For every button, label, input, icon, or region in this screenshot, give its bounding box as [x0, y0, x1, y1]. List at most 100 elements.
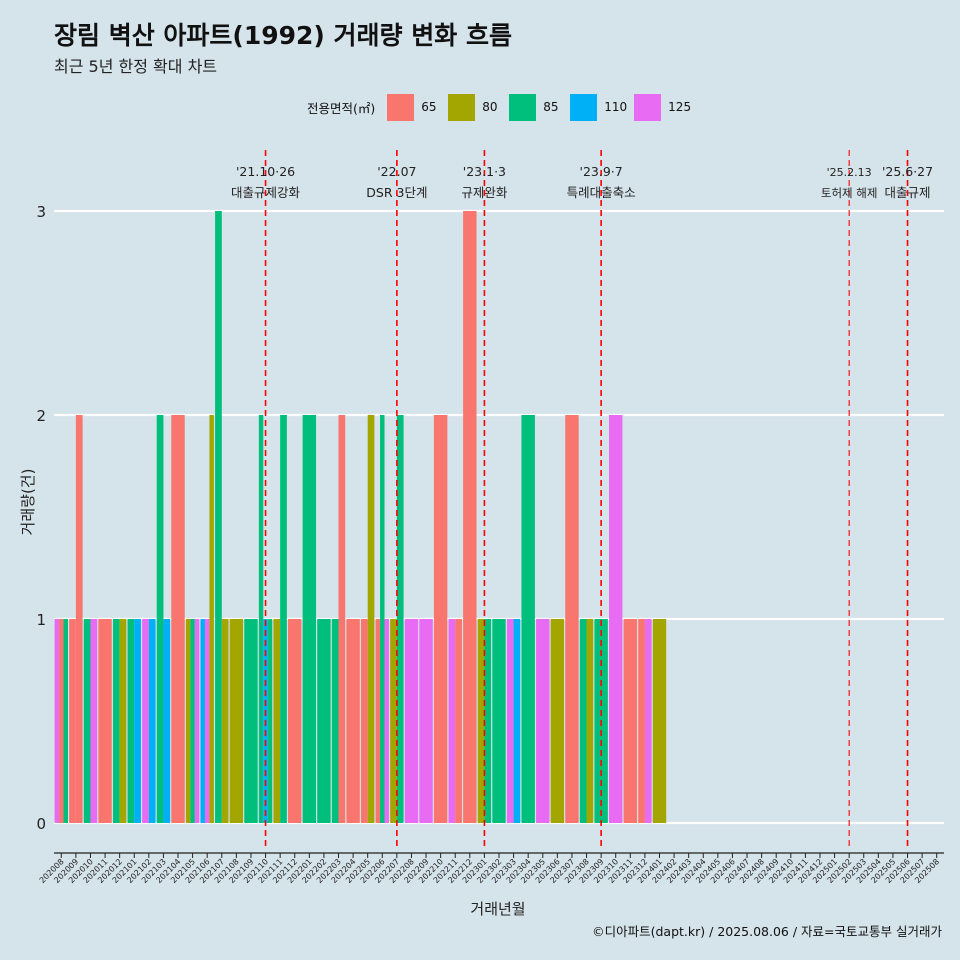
bar-202208-125	[404, 619, 419, 823]
bar-202101-110	[134, 619, 141, 823]
event-annotations: '21.10·26 대출규제강화 '22.07 DSR 3단계 '23.1·3 규제완화 '…	[231, 164, 933, 200]
bar-group	[54, 211, 667, 823]
event-date-label: '25.2.13	[827, 166, 872, 179]
bar-202009-65	[69, 619, 76, 823]
bar-202312-65	[638, 619, 645, 823]
bar-202303-110	[513, 619, 521, 823]
bar-202106-80	[209, 415, 214, 823]
bar-202308-85	[579, 619, 587, 823]
bar-202307-65	[565, 415, 579, 823]
legend-item-110: 110	[570, 93, 628, 121]
bar-202102-110	[148, 619, 156, 823]
bar-202105-85	[190, 619, 195, 823]
bar-202010-85	[83, 619, 91, 823]
bar-202311-65	[623, 619, 638, 823]
bar-202312-125	[644, 619, 652, 823]
y-axis-ticks: 0 1 2 3	[36, 203, 46, 833]
y-tick-label: 1	[36, 611, 46, 629]
bar-202110-85	[267, 619, 273, 823]
bar-202106-125	[204, 619, 210, 823]
legend-label-110: 110	[604, 100, 628, 114]
legend-key-110	[570, 93, 598, 121]
bar-202109-85	[244, 619, 258, 823]
bar-202203-65	[338, 415, 346, 823]
bar-202306-80	[550, 619, 565, 823]
bar-202105-125	[194, 619, 200, 823]
y-axis-label: 거래량(건)	[19, 469, 37, 536]
bar-202206-125	[384, 619, 389, 823]
bar-202206-65	[375, 619, 381, 823]
bar-202102-125	[142, 619, 149, 823]
event-lines	[264, 150, 909, 850]
bar-202201-85	[302, 415, 317, 823]
bar-202103-85	[156, 415, 164, 823]
x-axis: 2020082020092020102020112020122021012021…	[38, 852, 944, 885]
bar-202110-85	[258, 415, 264, 823]
bar-202302-85	[492, 619, 506, 823]
bar-202207-80	[390, 619, 397, 823]
bar-202204-65	[346, 619, 360, 823]
event-date-label: '23.9·7	[580, 164, 623, 179]
bar-202008-125	[54, 619, 60, 823]
bar-202308-80	[586, 619, 594, 823]
legend-item-80: 80	[448, 93, 502, 121]
legend-item-85: 85	[509, 93, 563, 121]
y-tick-label: 3	[36, 203, 46, 221]
bar-202008-65	[59, 619, 64, 823]
bar-202012-80	[119, 619, 127, 823]
bar-202112-65	[288, 619, 302, 823]
bar-202305-125	[536, 619, 550, 823]
event-date-label: '25.6·27	[882, 164, 933, 179]
bar-202111-85	[280, 415, 287, 823]
event-text-label: DSR 3단계	[366, 185, 427, 200]
bar-202202-85	[317, 619, 331, 823]
legend-label-65: 65	[421, 100, 437, 114]
event-text-label: 특례대출축소	[567, 185, 636, 200]
bar-202107-80	[221, 619, 229, 823]
legend-item-65: 65	[387, 93, 441, 121]
event-date-label: '21.10·26	[236, 164, 295, 179]
legend-label-125: 125	[668, 100, 692, 114]
bar-202108-80	[229, 619, 244, 823]
event-date-label: '22.07	[377, 164, 416, 179]
bar-202101-85	[127, 619, 135, 823]
legend-title: 전용면적(㎡)	[307, 100, 376, 116]
legend-key-65	[387, 93, 415, 121]
bar-202111-80	[273, 619, 281, 823]
legend-key-80	[448, 93, 476, 121]
bar-202203-85	[331, 619, 339, 823]
bar-202210-65	[433, 415, 448, 823]
bar-202209-125	[419, 619, 433, 823]
event-text-label: 대출규제강화	[231, 185, 301, 200]
bar-202012-85	[112, 619, 120, 823]
x-axis-label: 거래년월	[470, 900, 525, 918]
bar-202205-65	[360, 619, 368, 823]
bar-202008-85	[63, 619, 69, 823]
bar-202301-85	[484, 619, 492, 823]
bar-202207-85	[396, 415, 404, 823]
legend-label-80: 80	[482, 100, 498, 114]
legend-key-125	[634, 93, 662, 121]
event-text-label: 대출규제	[885, 185, 931, 200]
bar-202103-110	[163, 619, 171, 823]
bar-202304-85	[521, 415, 535, 823]
legend-key-85	[509, 93, 537, 121]
bar-202401-80	[652, 619, 667, 823]
source-caption: ©디아파트(dapt.kr) / 2025.08.06 / 자료=국토교통부 실…	[592, 924, 942, 939]
y-tick-label: 2	[36, 407, 46, 425]
bar-202105-80	[185, 619, 191, 823]
bar-202206-85	[380, 415, 385, 823]
legend-label-85: 85	[543, 100, 559, 114]
chart-subtitle: 최근 5년 한정 확대 차트	[54, 57, 218, 76]
event-date-label: '23.1·3	[463, 164, 506, 179]
legend-item-125: 125	[634, 93, 692, 121]
bar-202011-65	[98, 619, 112, 823]
bar-202301-80	[477, 619, 485, 823]
event-text-label: 토허제 해제	[821, 186, 878, 200]
bar-202104-65	[171, 415, 185, 823]
bar-202009-65	[75, 415, 83, 823]
y-tick-label: 0	[36, 815, 46, 833]
chart-title: 장림 벽산 아파트(1992) 거래량 변화 흐름	[54, 21, 512, 50]
bar-202010-125	[90, 619, 98, 823]
